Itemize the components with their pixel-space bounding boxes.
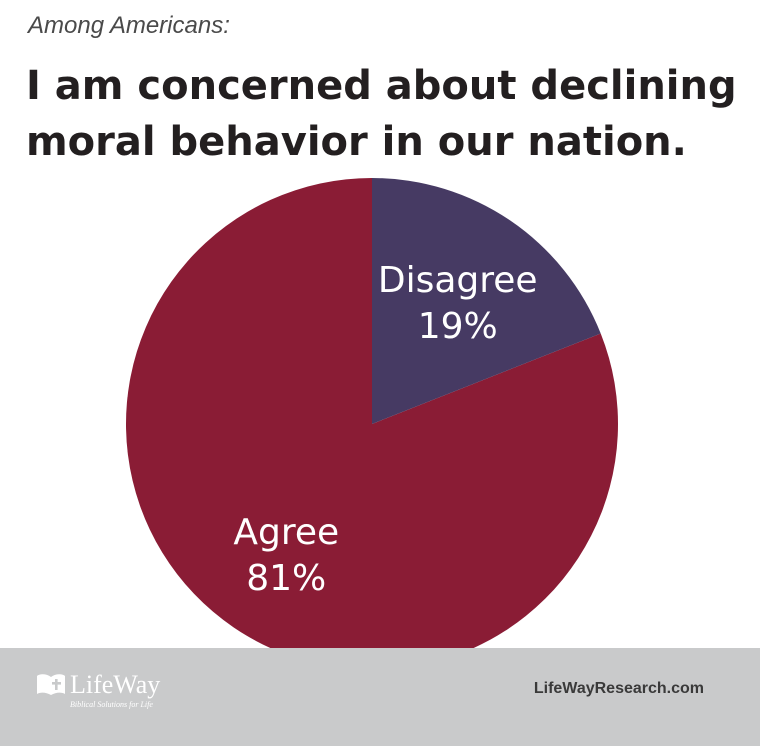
pie-slice-agree: [126, 178, 618, 648]
slice-value-agree: 81%: [246, 558, 326, 599]
book-cross-icon: [37, 674, 65, 695]
slice-value-disagree: 19%: [418, 306, 498, 347]
lifeway-logo[interactable]: LifeWay: [36, 670, 160, 700]
pie-chart: Agree 81% Disagree 19%: [126, 178, 618, 648]
website-link[interactable]: LifeWayResearch.com: [533, 680, 704, 697]
chart-subtitle: Among Americans:: [28, 12, 230, 39]
slice-label-agree: Agree: [233, 512, 339, 553]
chart-title: I am concerned about declining moral beh…: [26, 63, 737, 165]
pie-slice-disagree: [372, 178, 601, 424]
logo-text: LifeWay: [70, 670, 161, 699]
slice-label-disagree: Disagree: [378, 260, 538, 301]
logo-tagline: Biblical Solutions for Life: [70, 700, 153, 709]
footer-bar: LifeWay Biblical Solutions for Life Life…: [0, 648, 760, 746]
